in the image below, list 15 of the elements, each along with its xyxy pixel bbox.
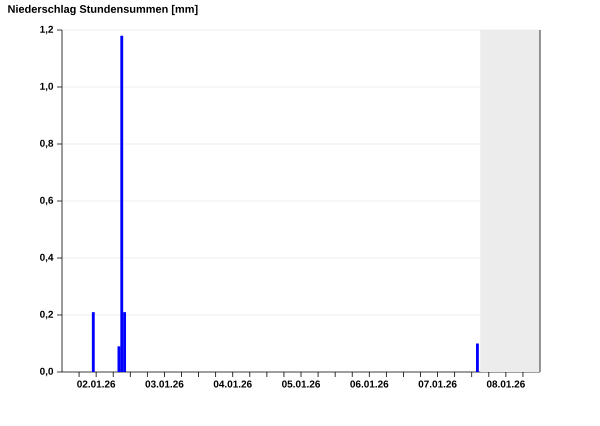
y-tick-label: 0,4 bbox=[40, 254, 54, 262]
y-tick-label: 1,0 bbox=[40, 82, 54, 92]
y-tick-label: 0,6 bbox=[40, 196, 54, 206]
x-tick-label: 04.01.26 bbox=[214, 380, 252, 388]
x-tick-label: 03.01.26 bbox=[145, 380, 184, 388]
x-tick-label: 02.01.26 bbox=[77, 380, 116, 388]
y-tick-label: 0,2 bbox=[40, 310, 54, 320]
y-tick-label: 1,2 bbox=[40, 26, 54, 34]
x-tick-label: 06.01.26 bbox=[350, 380, 388, 388]
x-tick-label: 08.01.26 bbox=[486, 380, 525, 388]
x-tick-label: 07.01.26 bbox=[418, 380, 457, 388]
chart-title: Niederschlag Stundensummen [mm] bbox=[8, 4, 198, 16]
x-tick-label: 05.01.26 bbox=[282, 380, 320, 388]
y-tick-label: 0,0 bbox=[40, 368, 54, 376]
y-tick-label: 0,8 bbox=[40, 140, 54, 148]
